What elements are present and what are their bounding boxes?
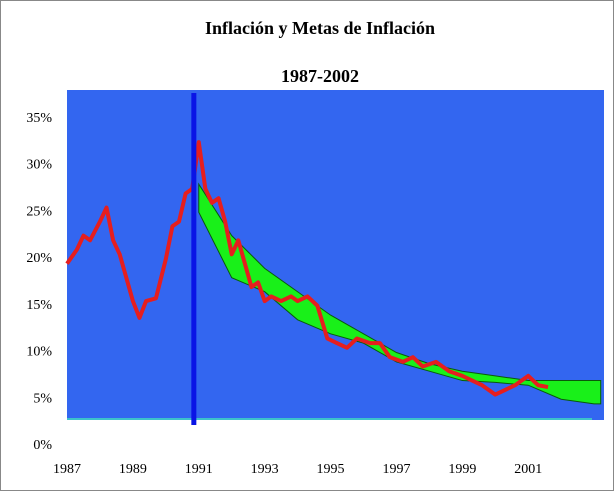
y-tick-label: 10%: [26, 345, 52, 360]
y-tick-label: 20%: [26, 251, 52, 266]
y-tick-label: 5%: [33, 391, 52, 406]
x-tick-label: 1999: [448, 462, 476, 477]
x-tick-label: 1991: [185, 462, 213, 477]
y-tick-label: 35%: [26, 111, 52, 126]
x-tick-label: 2001: [514, 462, 542, 477]
chart-subtitle: 1987-2002: [281, 66, 359, 86]
inflation-line: [65, 140, 549, 397]
y-tick-label: 15%: [26, 298, 52, 313]
x-tick-label: 1993: [251, 462, 279, 477]
x-tick-label: 1989: [119, 462, 147, 477]
chart-title: Inflación y Metas de Inflación: [205, 18, 435, 38]
y-tick-label: 30%: [26, 158, 52, 173]
plot-background: [67, 90, 604, 420]
x-tick-label: 1997: [382, 462, 410, 477]
y-tick-label: 0%: [33, 438, 52, 453]
x-tick-label: 1995: [317, 462, 345, 477]
x-tick-label: 1987: [53, 462, 81, 477]
y-tick-label: 25%: [26, 204, 52, 219]
